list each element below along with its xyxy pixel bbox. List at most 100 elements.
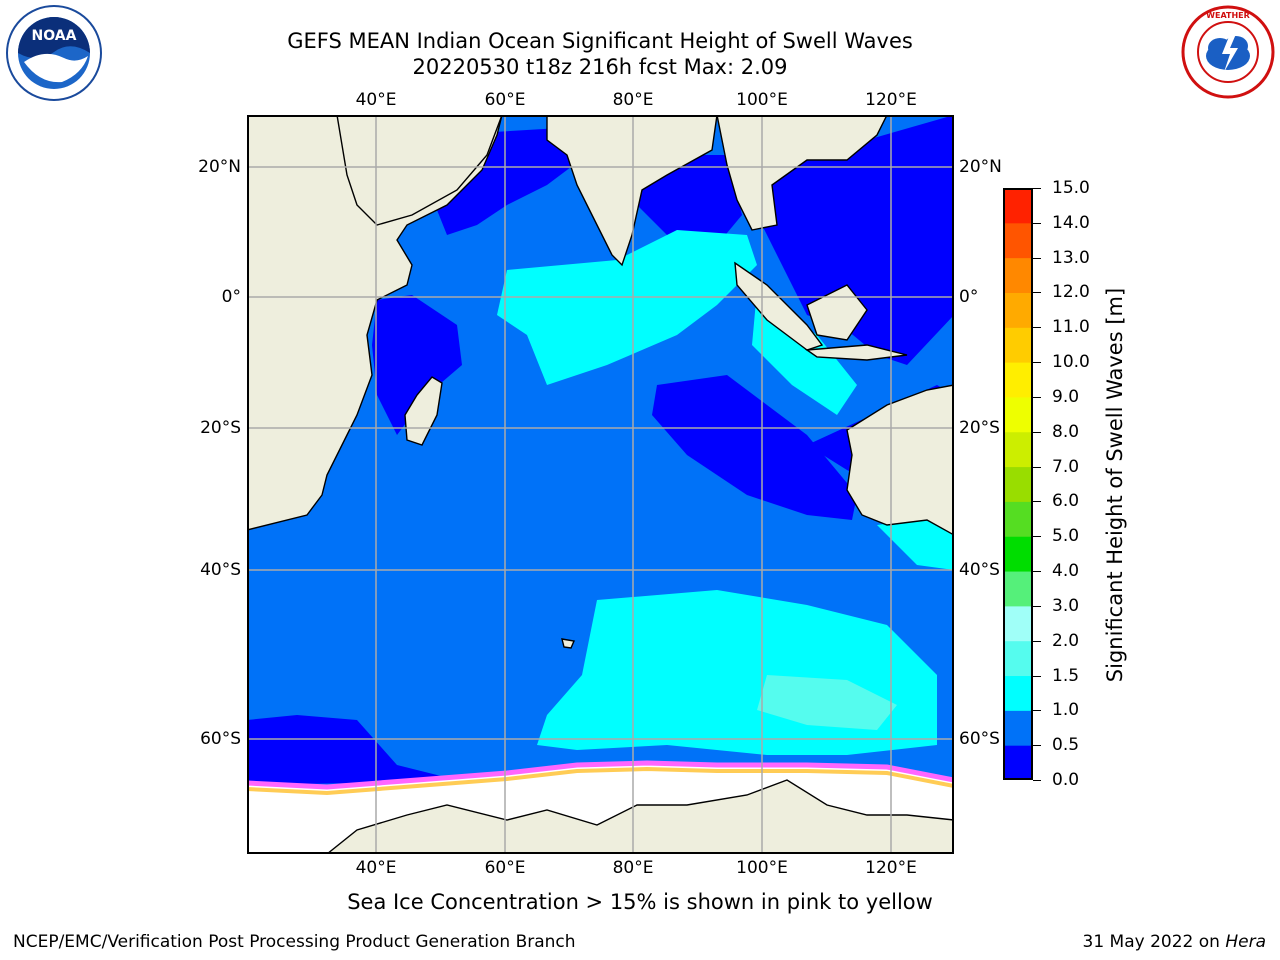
colorbar-tick-label: 8.0 [1052, 421, 1080, 442]
colorbar-segment [1003, 396, 1033, 433]
national-weather-service-logo: WEATHER [1180, 4, 1276, 100]
colorbar-segment [1003, 222, 1033, 259]
colorbar-tick-mark [1033, 257, 1041, 259]
colorbar-segment [1003, 571, 1033, 607]
map-frame [247, 115, 954, 854]
lon-tick-bottom-120e: 120°E [865, 858, 917, 878]
colorbar-segment [1003, 188, 1033, 224]
lon-tick-bottom-40e: 40°E [355, 858, 397, 878]
noaa-logo-text: NOAA [32, 28, 77, 44]
footer-date: 31 May 2022 on [1082, 932, 1226, 952]
lon-tick-top-100e: 100°E [736, 90, 788, 110]
footer-right: 31 May 2022 on Hera [1083, 932, 1267, 952]
colorbar-tick-label: 6.0 [1052, 491, 1080, 512]
svg-text:WEATHER: WEATHER [1206, 11, 1250, 20]
lon-tick-bottom-60e: 60°E [484, 858, 526, 878]
colorbar-tick-label: 3.0 [1052, 595, 1080, 616]
land-africa [246, 114, 503, 531]
colorbar-segment [1003, 501, 1033, 537]
lat-tick-right-20s: 20°S [959, 418, 1000, 438]
footer-host: Hera [1225, 932, 1266, 952]
colorbar-tick-label: 5.0 [1052, 526, 1080, 547]
sea-ice-edge [246, 760, 955, 790]
colorbar-tick-label: 12.0 [1052, 282, 1090, 303]
colorbar-frame [1003, 188, 1033, 780]
land-java [805, 344, 908, 361]
map-svg [246, 114, 955, 855]
graticule [247, 115, 954, 854]
colorbar-segment [1003, 466, 1033, 502]
colorbar-tick-label: 1.0 [1052, 700, 1080, 721]
colorbar-tick-mark [1033, 640, 1041, 642]
colorbar-segment [1003, 257, 1033, 293]
land-australia [846, 384, 955, 537]
colorbar-tick-label: 1.5 [1052, 665, 1080, 686]
land-southeast-asia [716, 114, 889, 231]
land-arabia [336, 114, 504, 226]
colorbar-segment [1003, 605, 1033, 642]
colorbar-label: Significant Height of Swell Waves [m] [1103, 287, 1127, 683]
chart-title-line-1: GEFS MEAN Indian Ocean Significant Heigh… [287, 29, 913, 53]
map-panel [246, 114, 955, 855]
swell-higher-regions [757, 675, 897, 730]
colorbar-tick-mark [1033, 466, 1041, 468]
lon-tick-top-120e: 120°E [865, 90, 917, 110]
lon-tick-top-80e: 80°E [612, 90, 654, 110]
lat-tick-right-0: 0° [959, 287, 979, 307]
colorbar-tick-mark [1033, 675, 1041, 677]
lat-tick-right-60s: 60°S [959, 729, 1000, 749]
colorbar-segment [1003, 640, 1033, 677]
colorbar-segment [1003, 362, 1033, 398]
lat-tick-left-0: 0° [221, 287, 241, 307]
colorbar-tick-mark [1033, 188, 1041, 189]
colorbar-tick-label: 10.0 [1052, 352, 1090, 373]
land-india [546, 114, 718, 267]
colorbar-segment [1003, 327, 1033, 363]
colorbar-tick-mark [1033, 780, 1041, 781]
colorbar-tick-mark [1033, 292, 1041, 294]
sea-ice-inner-edge [246, 766, 955, 796]
lat-tick-left-40s: 40°S [200, 560, 241, 580]
colorbar-tick-mark [1033, 222, 1041, 224]
colorbar-svg [1003, 188, 1033, 781]
lat-tick-right-40s: 40°S [959, 560, 1000, 580]
colorbar-segment [1003, 710, 1033, 746]
lon-tick-bottom-100e: 100°E [736, 858, 788, 878]
lat-tick-right-20n: 20°N [959, 157, 1002, 177]
sea-ice-note: Sea Ice Concentration > 15% is shown in … [347, 890, 933, 914]
colorbar-tick-label: 7.0 [1052, 456, 1080, 477]
colorbar-tick-mark [1033, 605, 1041, 607]
colorbar-tick-mark [1033, 431, 1041, 433]
colorbar [1003, 188, 1033, 781]
colorbar-tick-mark [1033, 536, 1041, 538]
colorbar-segment [1003, 745, 1033, 781]
colorbar-tick-mark [1033, 396, 1041, 398]
land-masses [246, 114, 955, 855]
chart-title-line-2: 20220530 t18z 216h fcst Max: 2.09 [412, 55, 788, 79]
colorbar-tick-mark [1033, 362, 1041, 364]
colorbar-tick-label: 13.0 [1052, 247, 1090, 268]
lon-tick-top-60e: 60°E [484, 90, 526, 110]
colorbar-tick-mark [1033, 745, 1041, 747]
colorbar-tick-label: 0.0 [1052, 770, 1080, 790]
lat-tick-left-20n: 20°N [198, 157, 241, 177]
lat-tick-left-60s: 60°S [200, 729, 241, 749]
land-sumatra [734, 261, 824, 351]
colorbar-tick-label: 14.0 [1052, 212, 1090, 233]
colorbar-tick-label: 0.5 [1052, 735, 1080, 756]
colorbar-tick-label: 9.0 [1052, 386, 1080, 407]
colorbar-tick-mark [1033, 710, 1041, 712]
colorbar-tick-mark [1033, 327, 1041, 329]
colorbar-tick-mark [1033, 501, 1041, 503]
noaa-logo: NOAA [4, 4, 104, 102]
colorbar-tick-label: 11.0 [1052, 317, 1090, 338]
colorbar-tick-label: 4.0 [1052, 561, 1080, 582]
land-antarctica [325, 779, 955, 855]
footer-left: NCEP/EMC/Verification Post Processing Pr… [13, 932, 576, 952]
colorbar-segment [1003, 431, 1033, 468]
lat-tick-left-20s: 20°S [200, 418, 241, 438]
colorbar-segment [1003, 675, 1033, 711]
lon-tick-top-40e: 40°E [355, 90, 397, 110]
land-borneo [806, 284, 868, 341]
colorbar-tick-mark [1033, 571, 1041, 573]
